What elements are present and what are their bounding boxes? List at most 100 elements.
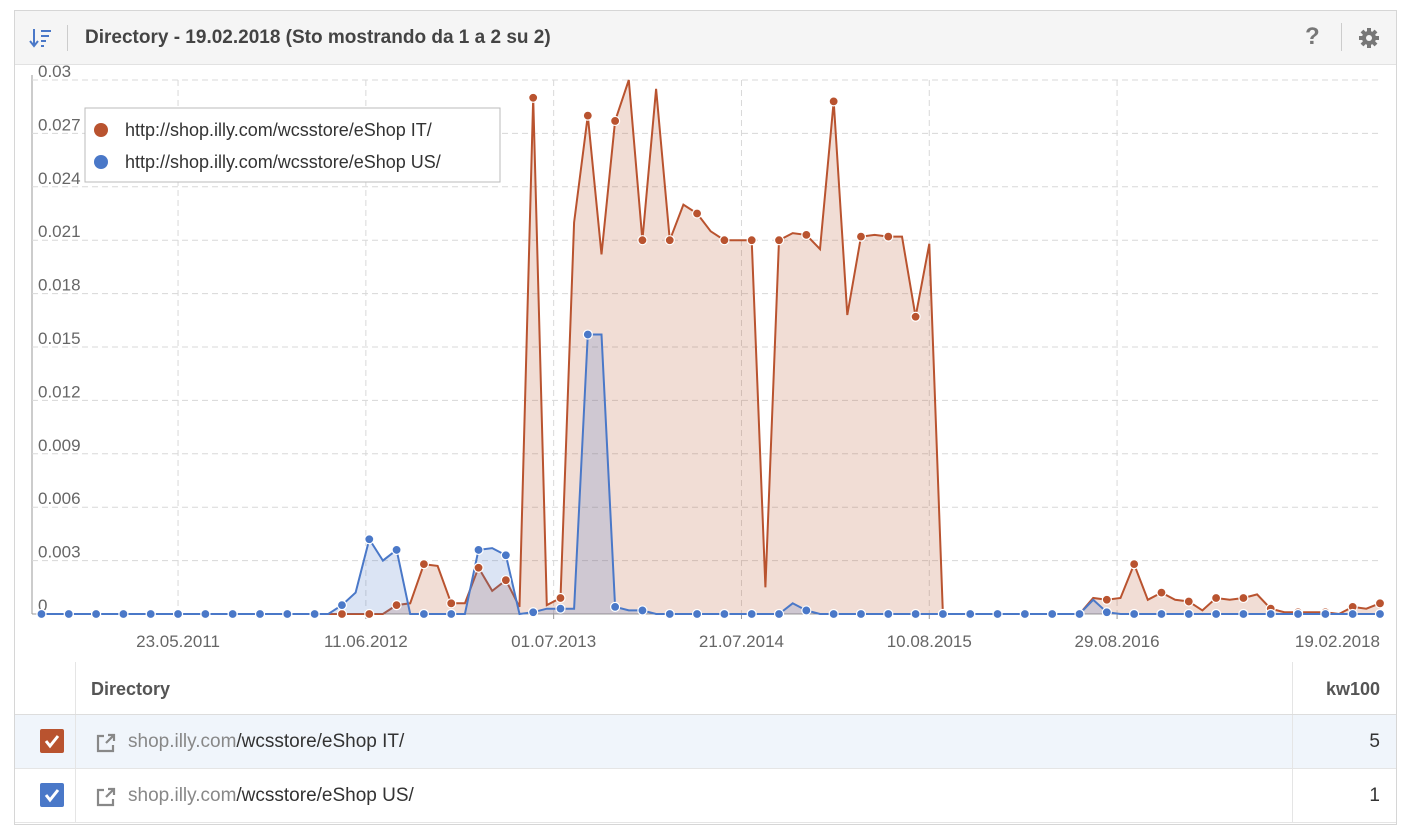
point — [1374, 608, 1386, 620]
point — [965, 608, 976, 620]
link-domain: shop.illy.com — [128, 731, 237, 752]
point — [1374, 598, 1386, 609]
point — [801, 605, 812, 616]
point — [528, 607, 539, 618]
point — [90, 608, 102, 620]
point — [1156, 587, 1167, 598]
checkbox[interactable] — [40, 729, 64, 753]
y-tick-label: 0.003 — [38, 543, 81, 562]
x-tick-label: 11.06.2012 — [324, 632, 408, 651]
column-header[interactable]: Directory — [91, 679, 171, 699]
checkbox[interactable] — [40, 783, 64, 807]
y-tick-label: 0.018 — [38, 276, 81, 295]
panel: Directory - 19.02.2018 (Sto mostrando da… — [14, 10, 1397, 825]
link-path: /wcsstore/eShop US/ — [236, 785, 414, 806]
point — [1129, 608, 1140, 620]
point — [1347, 608, 1358, 620]
point — [145, 608, 156, 620]
point — [883, 231, 894, 242]
point — [828, 96, 839, 107]
point — [855, 231, 867, 242]
point — [1210, 608, 1222, 620]
point — [336, 599, 348, 611]
point — [719, 608, 730, 620]
point — [1210, 592, 1222, 604]
kw100-value: 1 — [1369, 785, 1380, 806]
legend-label: http://shop.illy.com/wcsstore/eShop IT/ — [125, 120, 432, 140]
y-tick-label: 0.012 — [38, 382, 81, 401]
directory-link[interactable]: shop.illy.com/wcsstore/eShop US/ — [128, 785, 414, 807]
point — [1292, 608, 1304, 620]
y-tick-label: 0.009 — [38, 436, 81, 455]
divider — [75, 769, 76, 822]
y-tick-label: 0 — [38, 596, 47, 615]
point — [1101, 607, 1112, 618]
y-tick-label: 0.024 — [38, 169, 81, 188]
point — [610, 601, 621, 612]
y-tick-label: 0.03 — [38, 62, 71, 81]
point — [1265, 608, 1276, 620]
point — [1129, 559, 1140, 570]
point — [582, 110, 593, 121]
point — [664, 608, 675, 620]
area — [41, 80, 1381, 614]
external-link-icon[interactable] — [95, 732, 117, 754]
legend-marker — [94, 123, 108, 137]
link-domain: shop.illy.com — [128, 785, 237, 806]
divider — [75, 715, 76, 768]
point — [773, 235, 785, 246]
point — [610, 115, 621, 127]
external-link-icon[interactable] — [95, 786, 117, 808]
point — [500, 575, 511, 586]
point — [1238, 608, 1249, 620]
point — [1156, 608, 1167, 620]
sort-icon[interactable] — [29, 27, 53, 49]
settings-icon[interactable] — [1358, 27, 1380, 49]
point — [473, 544, 484, 556]
point — [992, 608, 1003, 620]
point — [555, 592, 566, 604]
table-row: shop.illy.com/wcsstore/eShop US/1 — [15, 769, 1396, 823]
point — [1074, 608, 1085, 620]
y-tick-label: 0.006 — [38, 489, 81, 508]
point — [1238, 592, 1249, 604]
point — [364, 534, 375, 545]
point — [391, 544, 402, 556]
help-icon[interactable]: ? — [1305, 23, 1320, 50]
y-tick-label: 0.027 — [38, 115, 81, 134]
chart: 0 0.003 0.006 0.009 0.012 0.015 0.018 0.021 0.02… — [31, 62, 1386, 651]
point — [691, 608, 703, 620]
point — [446, 598, 457, 609]
point — [473, 562, 484, 573]
point — [637, 605, 648, 616]
point — [200, 608, 211, 620]
point — [391, 599, 402, 611]
x-tick-label: 01.07.2013 — [511, 632, 596, 651]
point — [63, 608, 74, 620]
point — [1183, 596, 1194, 607]
point — [227, 608, 238, 620]
y-tick-label: 0.015 — [38, 329, 81, 348]
point — [1101, 594, 1112, 605]
column-header[interactable]: kw100 — [1325, 679, 1380, 699]
x-tick-label: 21.07.2014 — [699, 632, 784, 651]
point — [801, 229, 812, 240]
table-row: shop.illy.com/wcsstore/eShop IT/5 — [15, 715, 1396, 769]
x-tick-label: 10.08.2015 — [887, 632, 972, 651]
point — [555, 603, 566, 614]
point — [1047, 608, 1058, 620]
point — [664, 235, 675, 246]
point — [418, 559, 430, 570]
point — [883, 608, 894, 620]
point — [446, 608, 457, 620]
table-header: Directory kw100 — [15, 662, 1396, 715]
point — [910, 608, 921, 620]
directory-link[interactable]: shop.illy.com/wcsstore/eShop IT/ — [128, 731, 404, 753]
point — [36, 608, 47, 620]
x-tick-label: 19.02.2018 — [1295, 632, 1380, 651]
point — [773, 608, 785, 620]
point — [746, 235, 757, 246]
divider — [1292, 769, 1293, 822]
point — [309, 608, 320, 620]
